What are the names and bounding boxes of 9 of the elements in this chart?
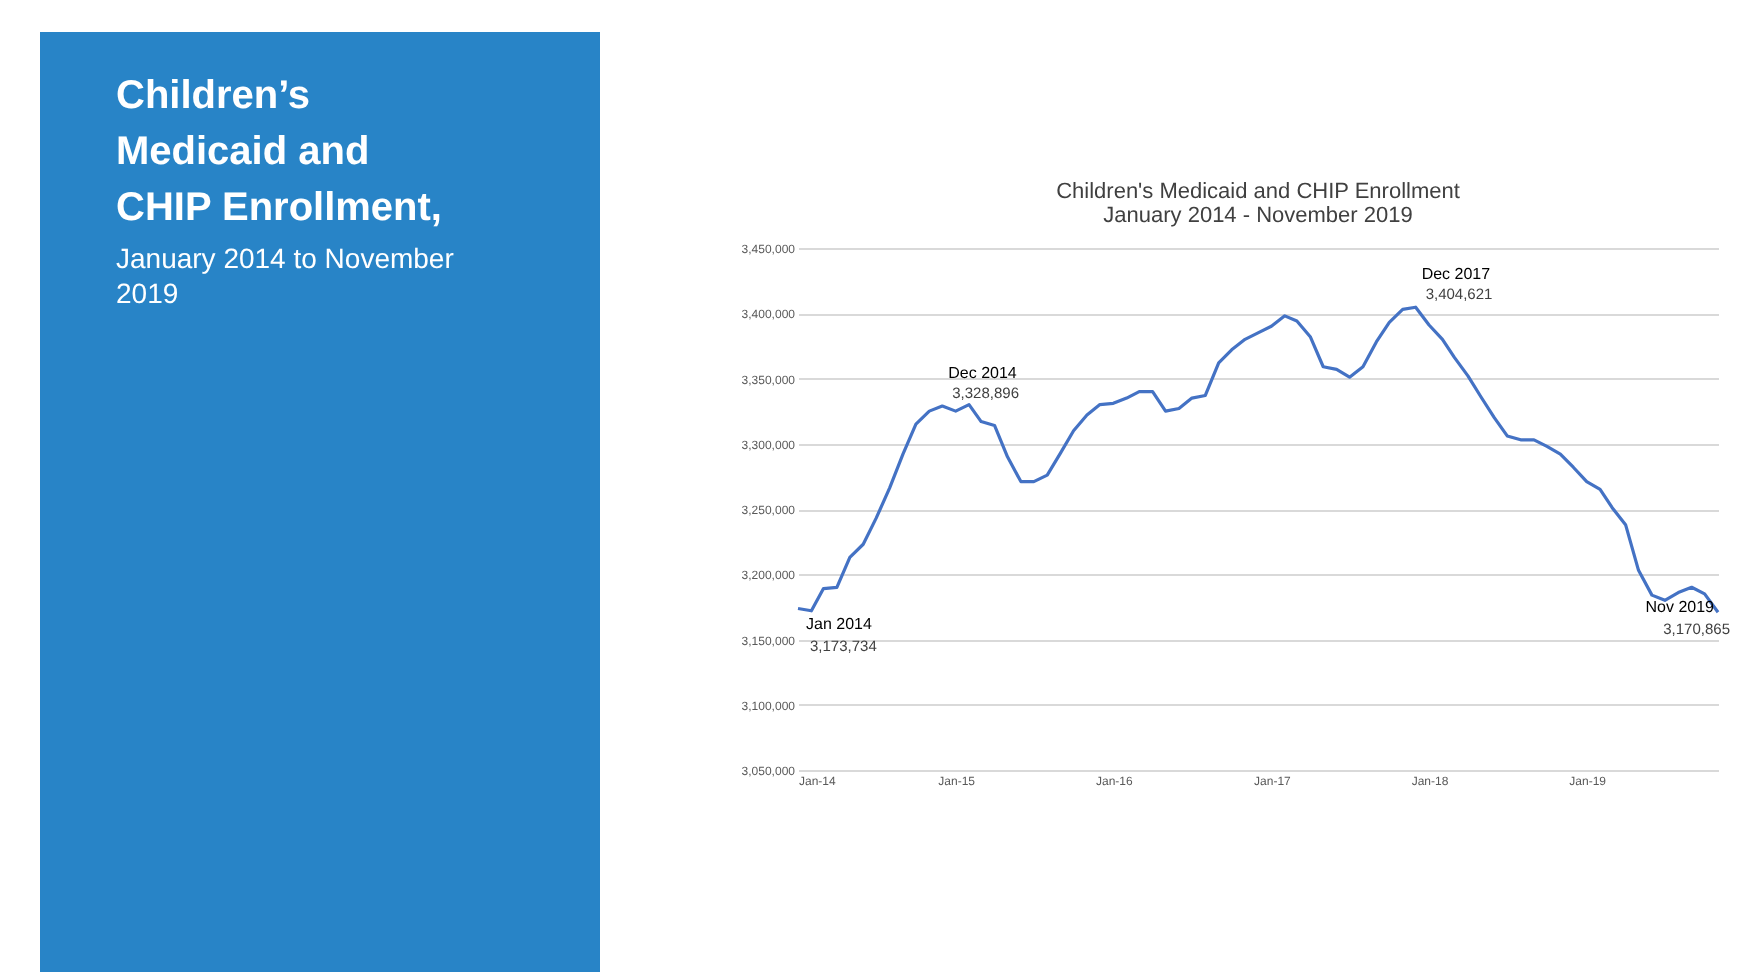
text: Children’s Medicaid and CHIP Enrollment,	[116, 74, 442, 230]
chart-subtitle: January 2014 - November 2019	[1103, 204, 1413, 228]
annotation: Dec 2014	[948, 364, 1018, 383]
annotation: Jan 2014	[806, 614, 873, 633]
annotation: Dec 2017	[1421, 265, 1492, 284]
text: January 2014 to November 2019	[116, 242, 455, 309]
line-series	[796, 305, 1720, 614]
chart-title: Children's Medicaid and CHIP Enrollment	[1056, 180, 1460, 204]
annotation: Nov 2019	[1645, 598, 1716, 617]
